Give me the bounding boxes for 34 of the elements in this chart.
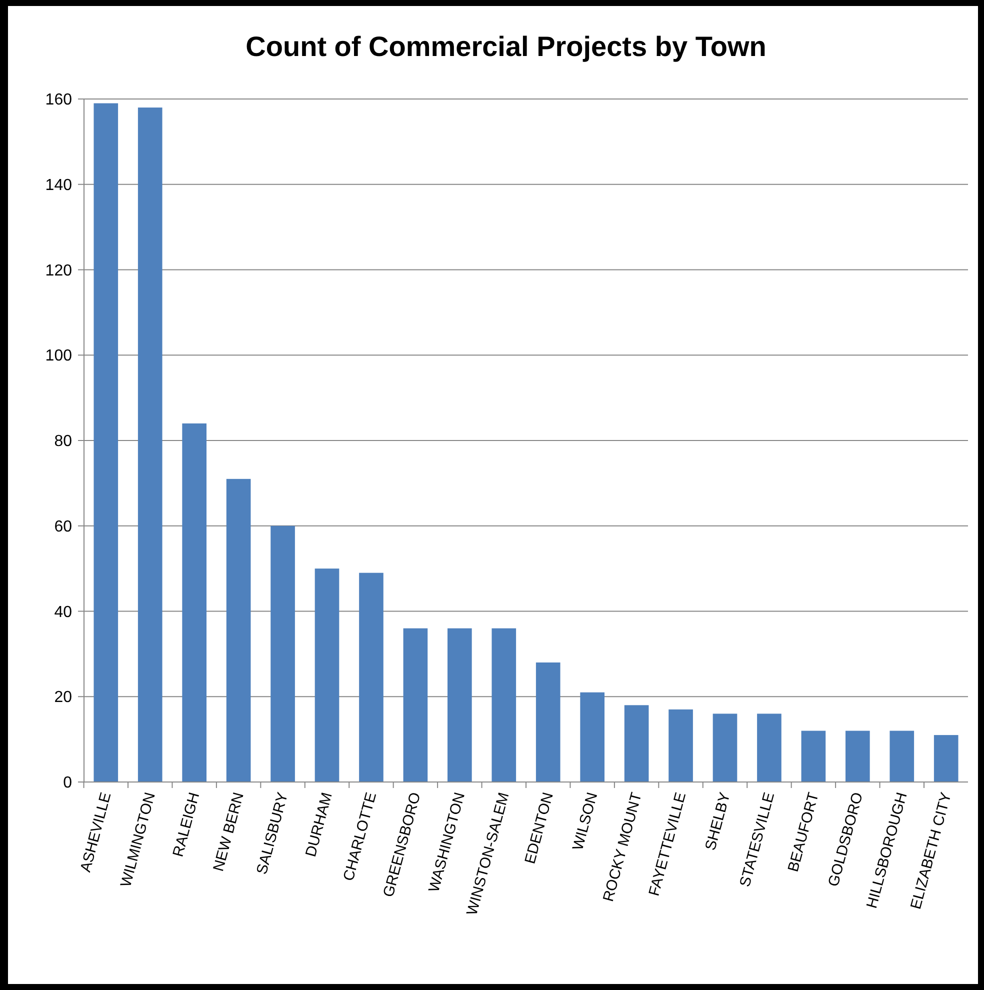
- x-tick-label: NEW BERN: [210, 790, 248, 874]
- x-tick-label: ROCKY MOUNT: [600, 790, 646, 904]
- x-tick-label: SHELBY: [702, 790, 734, 852]
- bar: [448, 628, 472, 782]
- y-tick-label: 0: [63, 774, 72, 792]
- chart-title: Count of Commercial Projects by Town: [246, 31, 766, 62]
- y-tick-label: 80: [54, 433, 72, 450]
- bar: [801, 730, 826, 782]
- y-tick-label: 120: [45, 262, 72, 280]
- bar: [403, 628, 428, 782]
- y-tick-label: 140: [45, 176, 72, 194]
- bar: [624, 705, 649, 782]
- bar: [226, 478, 251, 782]
- bar: [934, 735, 958, 782]
- bar: [182, 423, 206, 782]
- y-tick-label: 160: [45, 92, 72, 109]
- bar: [757, 714, 782, 782]
- y-tick-label: 60: [54, 518, 72, 536]
- bar: [94, 103, 118, 782]
- y-tick-label: 20: [54, 689, 72, 706]
- x-tick-label: WILSON: [569, 790, 602, 852]
- bar: [668, 709, 693, 782]
- bar: [270, 526, 295, 782]
- bar: [138, 108, 162, 782]
- bar: [314, 568, 340, 782]
- y-tick-label: 40: [54, 604, 72, 621]
- bar: [492, 628, 516, 782]
- bar: [712, 714, 738, 782]
- bar: [536, 662, 560, 782]
- bar: [580, 692, 604, 782]
- bar: [359, 572, 384, 782]
- bar: [890, 730, 914, 782]
- bar: [846, 730, 870, 782]
- y-tick-label: 100: [45, 348, 72, 365]
